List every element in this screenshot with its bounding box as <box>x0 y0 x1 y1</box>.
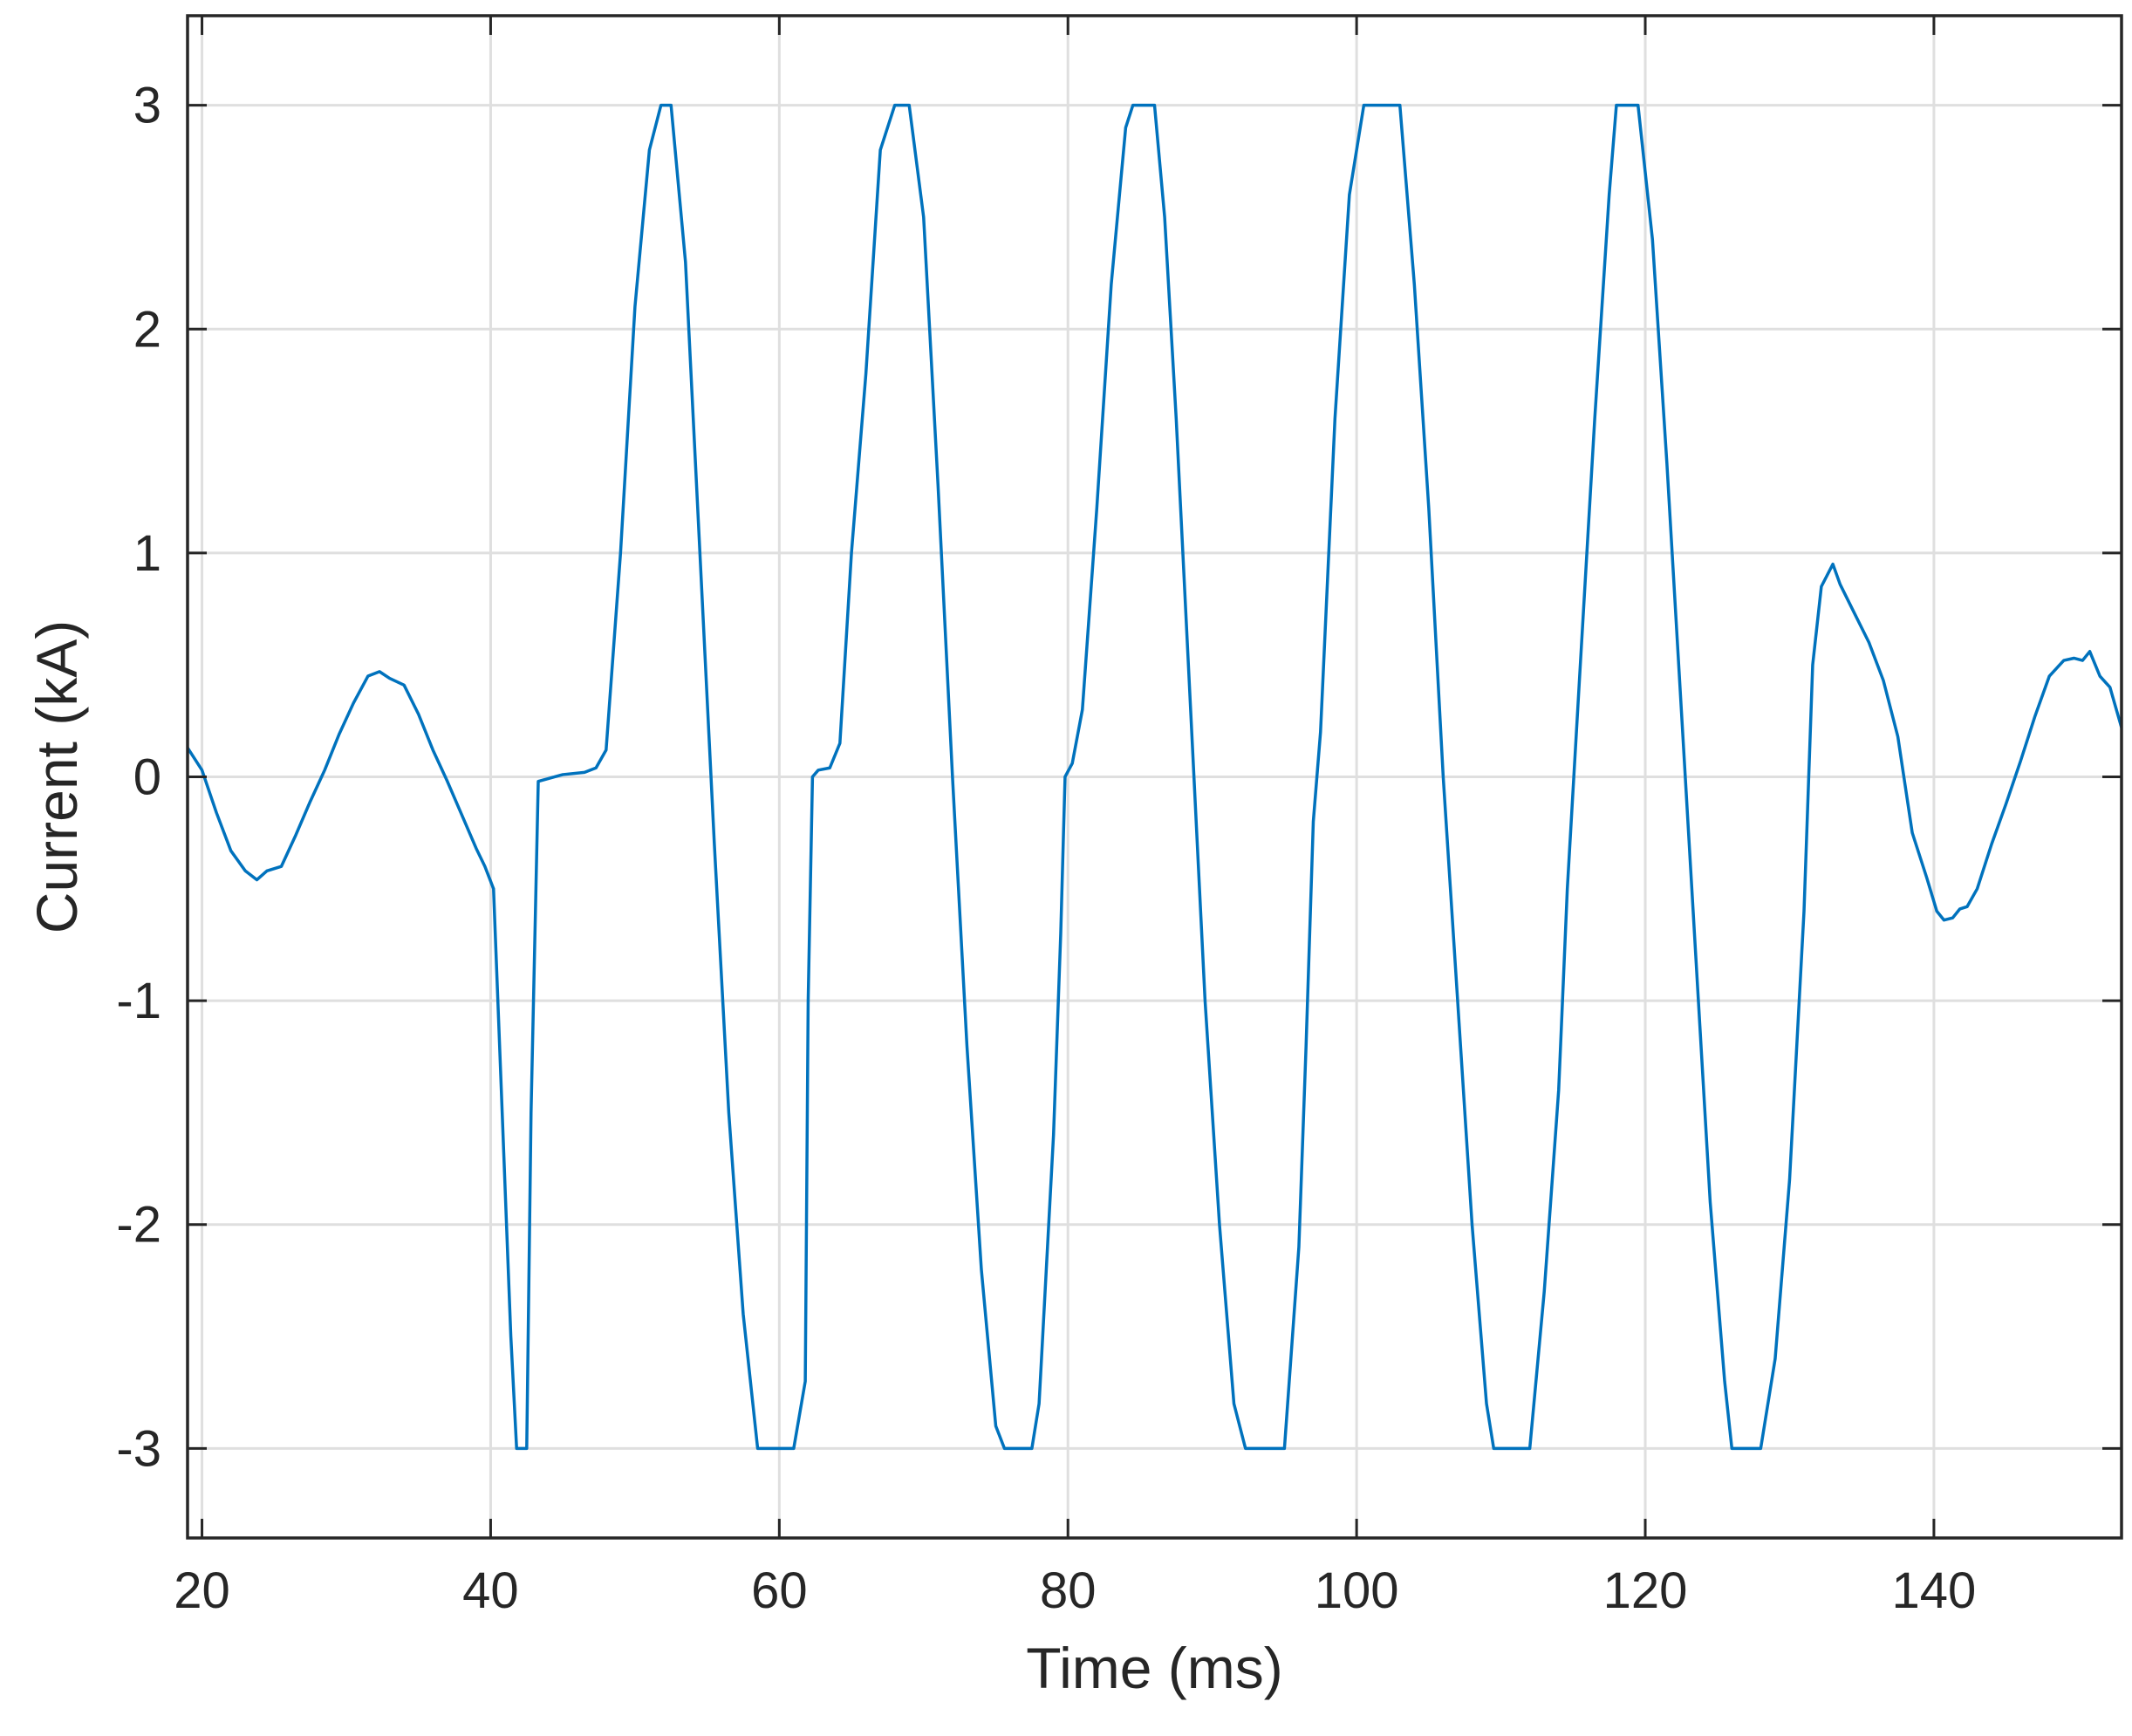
y-axis-label: Current (kA) <box>24 620 89 933</box>
x-tick-label: 20 <box>174 1562 230 1619</box>
x-tick-label: 80 <box>1040 1562 1097 1619</box>
x-tick-label: 140 <box>1892 1562 1977 1619</box>
x-tick-label: 100 <box>1315 1562 1399 1619</box>
series-line-1 <box>188 103 2122 1451</box>
x-tick-label: 40 <box>462 1562 519 1619</box>
x-tick-label: 60 <box>751 1562 808 1619</box>
y-tick-label: -3 <box>116 1420 161 1477</box>
y-tick-label: 2 <box>133 301 161 358</box>
y-tick-label: -1 <box>116 973 161 1029</box>
y-tick-label: 0 <box>133 749 161 806</box>
y-ticks: -3 -2 -1 0 1 2 3 <box>116 78 2122 1477</box>
y-tick-label: -2 <box>116 1197 161 1254</box>
series-layer <box>188 103 2122 1451</box>
y-tick-label: 1 <box>133 525 161 582</box>
x-tick-label: 120 <box>1603 1562 1688 1619</box>
x-ticks: 20 40 60 80 100 120 140 <box>174 16 1976 1619</box>
x-axis-label: Time (ms) <box>1026 1636 1283 1700</box>
y-tick-label: 3 <box>133 78 161 134</box>
